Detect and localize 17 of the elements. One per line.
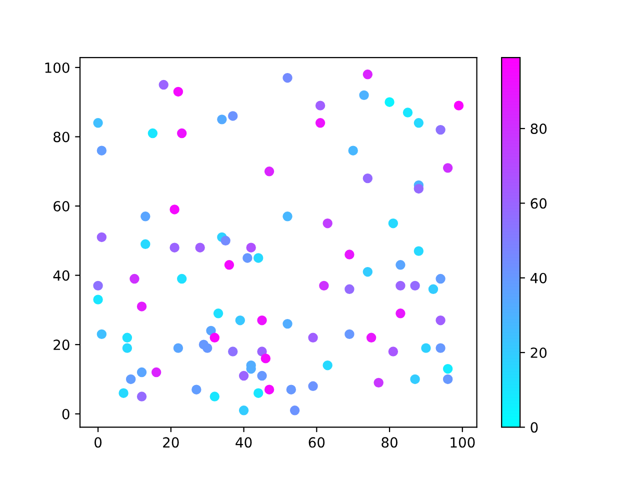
x-tick-label: 80 [382, 437, 398, 448]
color-bar-label: 20 [530, 348, 547, 358]
x-tick-label: 20 [163, 437, 179, 448]
color-bar-label: 0 [530, 422, 538, 433]
y-tick-label: 80 [54, 132, 70, 142]
color-bar-label: 80 [530, 124, 547, 134]
y-tick-label: 40 [53, 270, 70, 281]
y-tick-label: 60 [54, 200, 70, 212]
y-tick-label: 20 [54, 340, 70, 350]
x-tick-label: 40 [236, 437, 252, 448]
x-tick-label: 100 [450, 437, 475, 448]
x-tick-label: 60 [308, 437, 325, 448]
y-tick-label: 0 [62, 408, 70, 420]
x-tick-label: 0 [94, 437, 102, 448]
y-tick-label: 100 [45, 62, 70, 73]
color-bar-label: 40 [530, 272, 547, 284]
color-bar-label: 60 [530, 198, 547, 209]
